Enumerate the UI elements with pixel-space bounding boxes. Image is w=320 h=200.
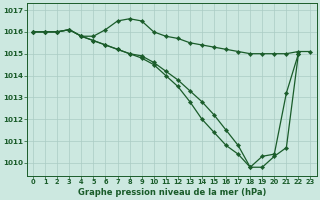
- X-axis label: Graphe pression niveau de la mer (hPa): Graphe pression niveau de la mer (hPa): [78, 188, 266, 197]
